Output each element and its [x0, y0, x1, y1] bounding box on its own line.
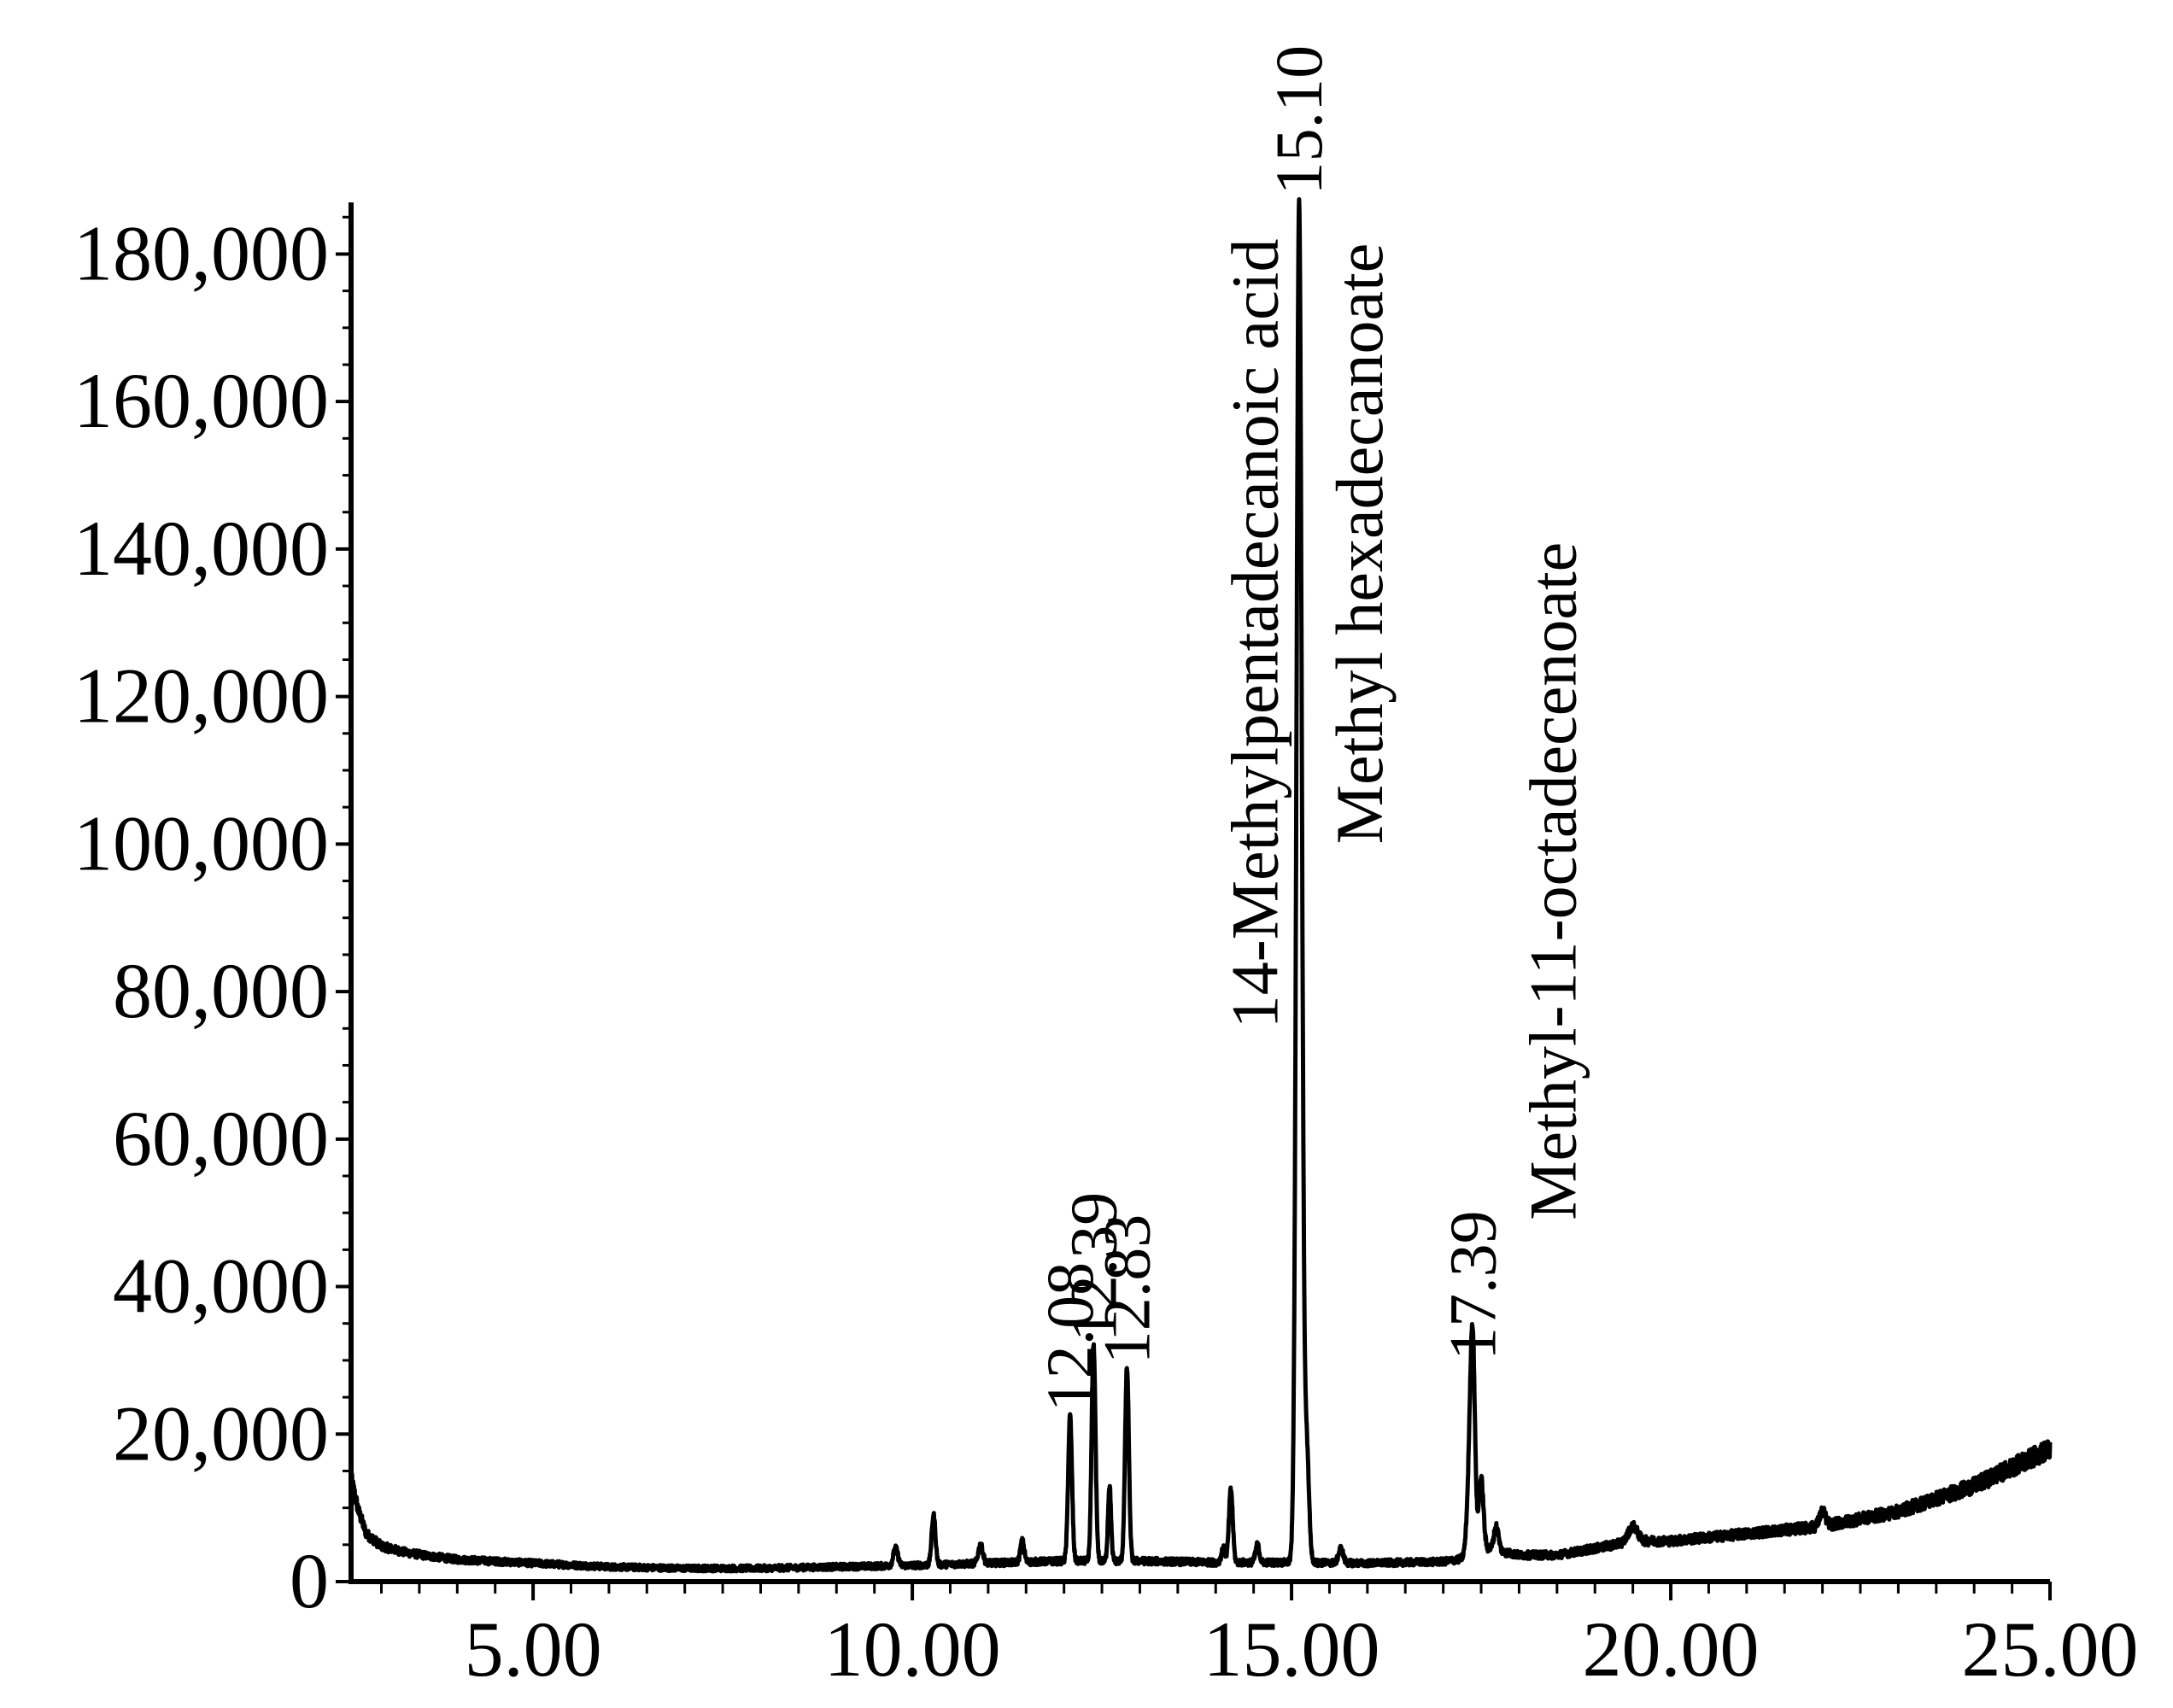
y-tick-label: 120,000 — [73, 652, 329, 740]
x-tick-label: 25.00 — [1962, 1606, 2139, 1693]
annotation-rt-12-08: 12.08 — [1033, 1262, 1107, 1413]
y-tick-label: 100,000 — [73, 799, 329, 886]
y-tick-label: 0 — [290, 1537, 329, 1624]
y-tick-label: 140,000 — [73, 505, 329, 592]
annotation-name-14-methylpentadecanoic-acid: 14-Methylpentadecanoic acid — [1217, 239, 1292, 1029]
y-tick-label: 40,000 — [113, 1243, 329, 1330]
x-axis: 5.00 10.00 15.00 20.00 25.00 — [348, 1579, 2139, 1693]
trace-group — [348, 196, 2053, 1574]
y-axis: 0 20,000 40,000 60,000 80,000 100,000 120,000 1… — [73, 202, 354, 1624]
x-tick-label: 10.00 — [824, 1606, 1001, 1693]
y-tick-label: 180,000 — [73, 209, 329, 296]
x-tick-label: 20.00 — [1583, 1606, 1760, 1693]
annotation-rt-12-83: 12.83 — [1089, 1214, 1163, 1365]
y-tick-label: 80,000 — [113, 947, 329, 1034]
y-tick-label: 60,000 — [113, 1095, 329, 1182]
y-tick-label: 20,000 — [113, 1389, 329, 1477]
x-tick-label: 15.00 — [1204, 1606, 1380, 1693]
annotation-name-methyl-11-octadecenoate: Methyl-11-octadecenoate — [1515, 542, 1590, 1220]
annotation-rt-17-39: 17.39 — [1435, 1210, 1509, 1360]
annotation-name-methyl-hexadecanoate: Methyl hexadecanoate — [1322, 243, 1397, 845]
annotation-rt-15-10: 15.10 — [1262, 45, 1336, 196]
x-tick-label: 5.00 — [465, 1606, 602, 1693]
y-tick-label: 160,000 — [73, 357, 329, 444]
chromatogram-trace — [348, 196, 2053, 1574]
annotation-rt-12-39: 12.39 — [1056, 1192, 1130, 1342]
